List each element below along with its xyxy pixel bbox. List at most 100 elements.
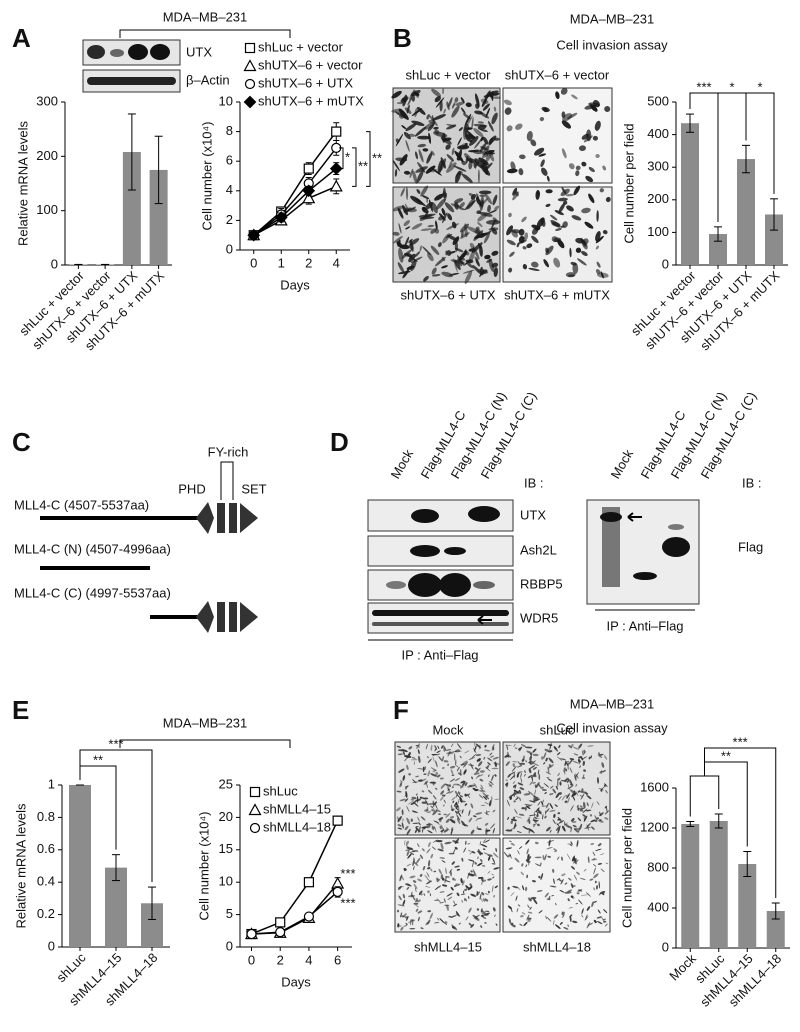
- cell: [464, 270, 473, 285]
- construct-label: MLL4-C (N) (4507-4996aa): [14, 541, 171, 556]
- cell: [563, 767, 566, 773]
- y-tick-label: 800: [647, 859, 669, 874]
- cell: [427, 919, 431, 925]
- cell: [429, 893, 432, 897]
- cell: [599, 853, 605, 856]
- cell: [427, 910, 432, 913]
- cell: [475, 753, 482, 757]
- cell: [487, 757, 493, 762]
- cell: [400, 781, 402, 787]
- cell: [596, 817, 599, 820]
- cell: [475, 812, 483, 815]
- cell: [493, 137, 500, 141]
- cell: [452, 877, 455, 881]
- cell: [534, 772, 537, 777]
- cell: [432, 114, 447, 121]
- error-bar: [770, 198, 778, 231]
- cell: [510, 828, 514, 831]
- cell: [399, 780, 404, 783]
- cell: [426, 152, 433, 164]
- cell: [490, 755, 494, 758]
- cell: [506, 125, 513, 132]
- cell: [599, 756, 603, 758]
- cell: [484, 801, 491, 805]
- cell: [494, 798, 500, 801]
- y-tick-label: 4: [226, 182, 233, 197]
- cell: [484, 193, 493, 205]
- cell: [420, 185, 429, 197]
- blot-label: RBBP5: [520, 576, 563, 591]
- cell: [458, 794, 464, 798]
- significance: **: [358, 159, 368, 174]
- cell: [570, 883, 574, 889]
- cell: [415, 775, 420, 778]
- y-axis-label: Cell number per field: [621, 124, 636, 244]
- cell: [554, 210, 564, 216]
- cell: [509, 771, 516, 775]
- cell: [443, 746, 446, 752]
- cell-line: MDA–MB–231: [163, 715, 248, 730]
- cell: [430, 868, 433, 872]
- cell: [458, 207, 466, 211]
- cell: [494, 205, 500, 211]
- cell: [555, 228, 562, 231]
- cell: [583, 868, 587, 872]
- cell: [457, 799, 460, 804]
- cell: [455, 911, 460, 917]
- cell: [444, 793, 446, 797]
- cell: [519, 923, 523, 926]
- cell: [494, 914, 496, 918]
- cell: [426, 197, 429, 203]
- cell: [515, 797, 519, 801]
- cell: [540, 786, 544, 789]
- cell: [474, 256, 479, 261]
- marker: [248, 803, 262, 816]
- cell: [487, 890, 490, 894]
- cell: [462, 780, 466, 787]
- cell: [494, 885, 498, 889]
- cell: [471, 776, 474, 780]
- cell: [572, 897, 575, 899]
- cell: [391, 90, 402, 99]
- bar: [737, 159, 755, 265]
- cell: [411, 796, 417, 800]
- cell: [570, 743, 574, 748]
- cell: [553, 257, 561, 268]
- significance: ***: [733, 734, 748, 749]
- marker: [303, 911, 315, 922]
- cell: [570, 827, 572, 833]
- cell: [604, 810, 610, 815]
- cell: [572, 824, 577, 828]
- cell: [520, 773, 522, 778]
- cell: [405, 790, 408, 798]
- bar: [766, 911, 785, 948]
- domains: [196, 502, 258, 633]
- cell: [422, 207, 429, 214]
- cell: [452, 102, 456, 109]
- cell: [561, 794, 566, 801]
- cell: [472, 787, 478, 792]
- cell: [455, 790, 460, 798]
- x-tick-label: 0: [248, 952, 255, 967]
- cell: [460, 232, 470, 239]
- cell: [435, 809, 441, 813]
- cell: [581, 250, 588, 257]
- cell: [421, 790, 425, 793]
- cell: [568, 744, 572, 749]
- cell: [564, 882, 568, 885]
- cell: [482, 916, 487, 919]
- cell: [474, 230, 480, 235]
- bracket: [745, 92, 775, 194]
- cell: [522, 885, 525, 891]
- cell: [531, 227, 539, 235]
- bar: [709, 234, 727, 265]
- cell: [585, 809, 592, 812]
- cell: [468, 193, 474, 197]
- cell: [512, 781, 516, 784]
- cell: [488, 774, 490, 778]
- y-tick-label: 10: [219, 93, 233, 108]
- y-tick-label: 0: [51, 256, 58, 271]
- cell: [473, 815, 477, 818]
- cell: [542, 813, 544, 819]
- cell: [447, 896, 453, 900]
